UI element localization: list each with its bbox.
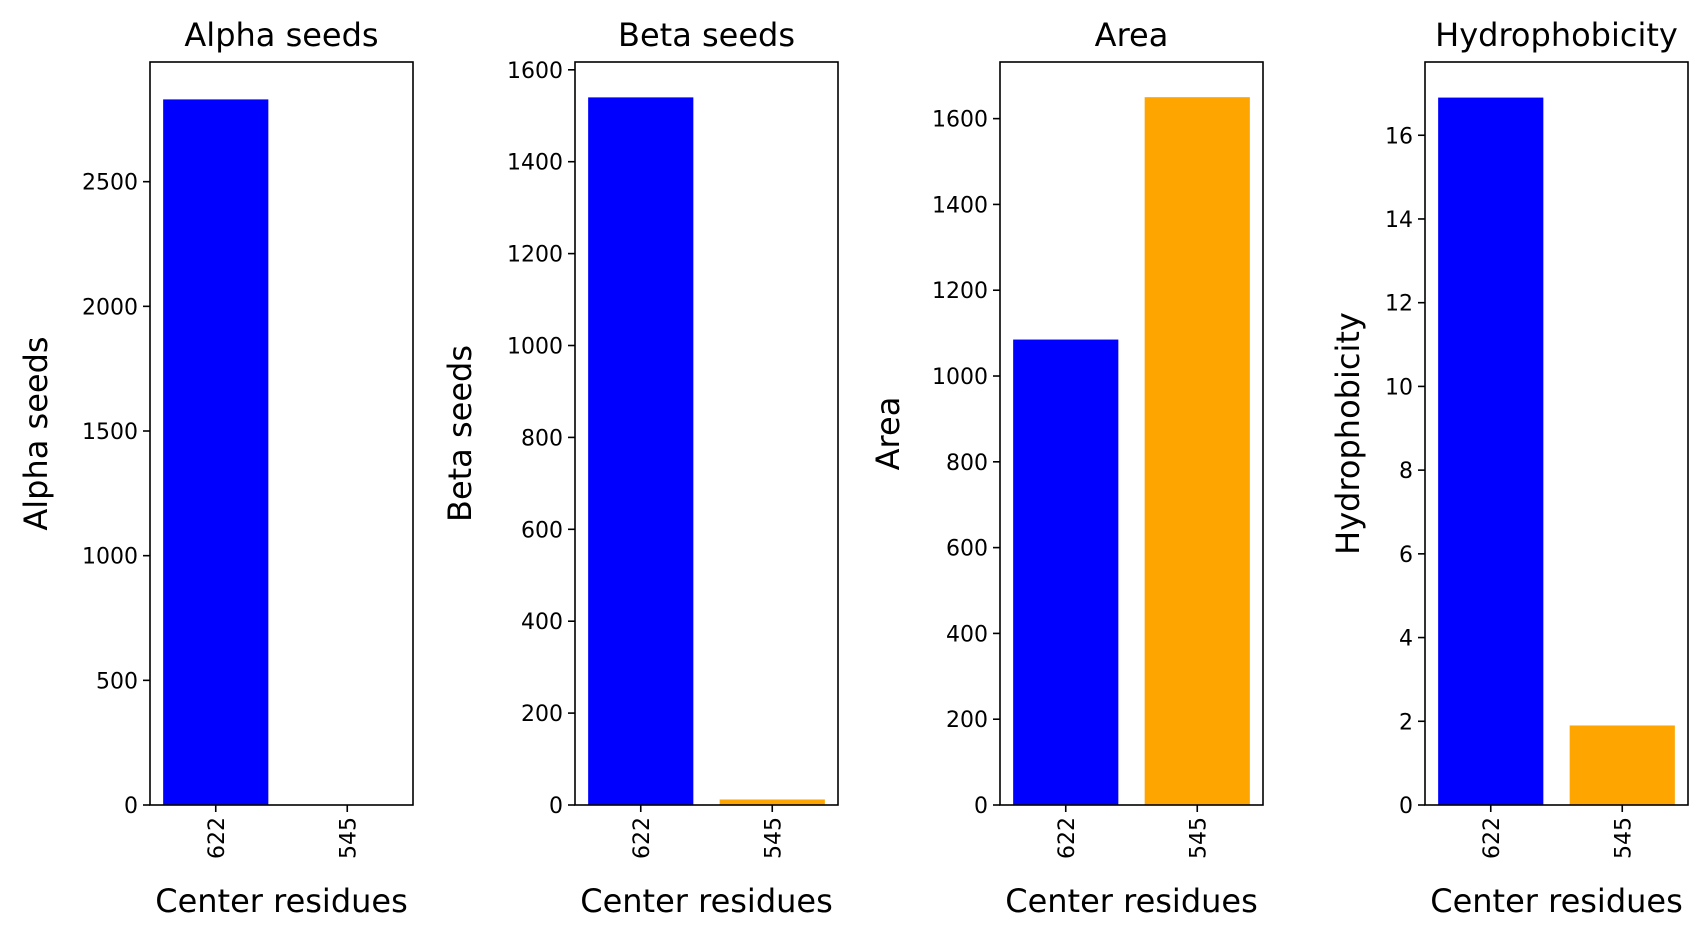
x-tick-label: 622 bbox=[630, 817, 655, 859]
y-tick-label: 1000 bbox=[82, 545, 138, 570]
chart-title: Alpha seeds bbox=[184, 16, 378, 54]
x-tick-label: 622 bbox=[205, 817, 230, 859]
y-tick-label: 1400 bbox=[507, 151, 563, 176]
y-tick-label: 12 bbox=[1385, 292, 1413, 317]
y-tick-label: 1000 bbox=[932, 365, 988, 390]
y-tick-label: 400 bbox=[521, 610, 563, 635]
bar-622 bbox=[1438, 97, 1544, 806]
bar-545 bbox=[719, 799, 825, 805]
y-tick-label: 1500 bbox=[82, 420, 138, 445]
y-tick-label: 0 bbox=[1399, 794, 1413, 819]
y-axis-label: Alpha seeds bbox=[17, 336, 55, 530]
y-tick-label: 800 bbox=[946, 451, 988, 476]
y-axis-label: Hydrophobicity bbox=[1329, 312, 1367, 555]
y-tick-label: 0 bbox=[974, 794, 988, 819]
bar-545 bbox=[1569, 725, 1675, 805]
x-tick-label: 622 bbox=[1480, 817, 1505, 859]
chart-panel-beta-seeds: Beta seeds Center residues Beta seeds 0 2… bbox=[441, 16, 839, 920]
bar-545 bbox=[1144, 97, 1250, 805]
y-axis-label: Area bbox=[869, 397, 907, 471]
y-tick-label: 0 bbox=[549, 794, 563, 819]
y-tick-label: 8 bbox=[1399, 459, 1413, 484]
y-tick-label: 2000 bbox=[82, 295, 138, 320]
y-tick-label: 800 bbox=[521, 426, 563, 451]
plot-frame bbox=[999, 61, 1264, 806]
x-axis-label: Center residues bbox=[155, 882, 408, 920]
y-tick-label: 400 bbox=[946, 622, 988, 647]
y-tick-label: 200 bbox=[946, 708, 988, 733]
y-tick-label: 1600 bbox=[507, 59, 563, 84]
chart-panel-area: Area Center residues Area 0 200 400 600 800 1… bbox=[869, 16, 1264, 920]
x-tick-label: 545 bbox=[1611, 817, 1636, 859]
y-tick-label: 1600 bbox=[932, 108, 988, 133]
chart-title: Beta seeds bbox=[618, 16, 795, 54]
chart-panel-alpha-seeds: Alpha seeds Center residues Alpha seeds … bbox=[17, 16, 414, 920]
x-axis-label: Center residues bbox=[580, 882, 833, 920]
x-tick-label: 545 bbox=[761, 817, 786, 859]
y-tick-label: 1400 bbox=[932, 193, 988, 218]
y-tick-label: 2 bbox=[1399, 710, 1413, 735]
x-axis-label: Center residues bbox=[1005, 882, 1258, 920]
x-axis-label: Center residues bbox=[1430, 882, 1683, 920]
plot-frame bbox=[149, 61, 414, 806]
y-tick-label: 600 bbox=[521, 518, 563, 543]
x-tick-label: 622 bbox=[1055, 817, 1080, 859]
y-tick-label: 1200 bbox=[932, 279, 988, 304]
y-tick-label: 1000 bbox=[507, 335, 563, 360]
y-tick-label: 200 bbox=[521, 702, 563, 727]
y-tick-label: 16 bbox=[1385, 124, 1413, 149]
y-tick-label: 10 bbox=[1385, 375, 1413, 400]
y-tick-label: 2500 bbox=[82, 171, 138, 196]
chart-panel-hydrophobicity: Hydrophobicity Center residues Hydrophob… bbox=[1329, 16, 1689, 920]
x-tick-label: 545 bbox=[336, 817, 361, 859]
bar-622 bbox=[588, 97, 694, 805]
y-tick-label: 1200 bbox=[507, 243, 563, 268]
chart-title: Hydrophobicity bbox=[1435, 16, 1678, 54]
x-tick-label: 545 bbox=[1186, 817, 1211, 859]
y-axis-label: Beta seeds bbox=[441, 345, 479, 522]
plot-frame bbox=[574, 61, 839, 806]
chart-title: Area bbox=[1095, 16, 1169, 54]
y-tick-label: 6 bbox=[1399, 543, 1413, 568]
y-tick-label: 14 bbox=[1385, 208, 1413, 233]
bar-622 bbox=[163, 99, 269, 805]
bar-622 bbox=[1013, 339, 1119, 805]
plot-frame bbox=[1424, 61, 1689, 806]
y-tick-label: 0 bbox=[124, 794, 138, 819]
y-tick-label: 600 bbox=[946, 537, 988, 562]
y-tick-label: 500 bbox=[96, 669, 138, 694]
y-tick-label: 4 bbox=[1399, 627, 1413, 652]
